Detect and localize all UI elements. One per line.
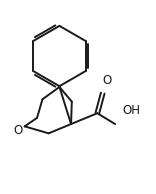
Text: OH: OH bbox=[122, 104, 140, 117]
Text: O: O bbox=[102, 74, 111, 87]
Text: O: O bbox=[13, 124, 22, 137]
